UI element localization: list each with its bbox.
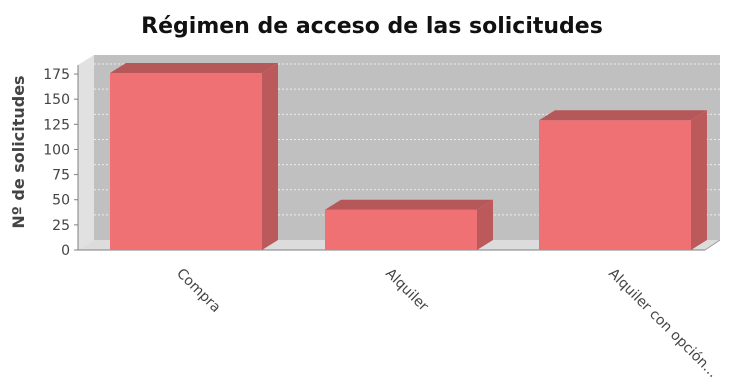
y-axis-ticks: 0 25 50 75 100 125 150 175 <box>43 67 70 259</box>
bar-side <box>477 199 493 250</box>
bar-top <box>325 199 493 210</box>
bar-front <box>539 120 691 250</box>
y-tick-label: 125 <box>43 117 70 133</box>
bar-side <box>691 110 707 250</box>
x-tick-label: Alquiler <box>382 266 431 315</box>
bar-side <box>262 63 278 250</box>
bar-front <box>325 209 477 250</box>
bars <box>110 63 707 250</box>
plot-left-wall <box>78 55 94 250</box>
bar-top <box>539 110 707 121</box>
bar-front <box>110 73 262 250</box>
x-axis-labels: Compra Alquiler Alquiler con opción... <box>173 266 720 378</box>
y-tick-label: 50 <box>52 193 70 209</box>
x-tick-label: Compra <box>173 266 223 316</box>
x-axis-depth-line <box>704 239 721 251</box>
y-tick-label: 100 <box>43 142 70 158</box>
y-tick-label: 75 <box>52 168 70 184</box>
chart-title: Régimen de acceso de las solicitudes <box>141 14 603 39</box>
y-tick-label: 175 <box>43 67 70 83</box>
y-tick-label: 0 <box>61 243 70 259</box>
bar-top <box>110 63 278 74</box>
x-tick-label: Alquiler con opción... <box>605 266 720 378</box>
y-axis-label: Nº de solicitudes <box>9 75 28 228</box>
y-tick-label: 25 <box>52 218 70 234</box>
y-tick-label: 150 <box>43 92 70 108</box>
